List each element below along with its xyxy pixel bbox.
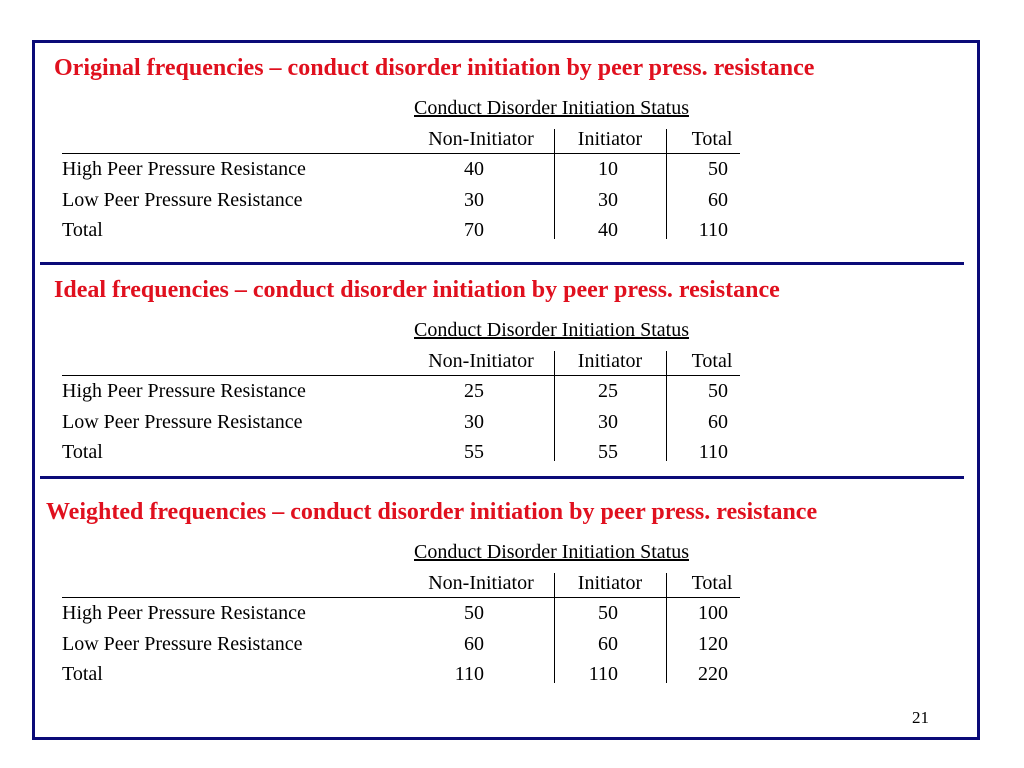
table-cell: 110 — [588, 663, 618, 685]
table-cell: 60 — [708, 189, 728, 211]
section-separator — [40, 262, 964, 265]
status-header: Conduct Disorder Initiation Status — [414, 541, 689, 563]
row-label: Low Peer Pressure Resistance — [62, 411, 303, 433]
table-cell: 30 — [464, 411, 484, 433]
table-header-rule — [62, 597, 740, 598]
row-label: High Peer Pressure Resistance — [62, 158, 306, 180]
column-divider — [554, 351, 555, 461]
row-label: Total — [62, 219, 103, 241]
table-cell: 30 — [464, 189, 484, 211]
column-divider — [666, 351, 667, 461]
column-header-initiator: Initiator — [577, 572, 643, 594]
row-label: Total — [62, 441, 103, 463]
column-divider — [666, 573, 667, 683]
column-header-initiator: Initiator — [577, 350, 643, 372]
table-cell: 110 — [454, 663, 484, 685]
table-cell: 30 — [598, 411, 618, 433]
table-cell: 110 — [698, 441, 728, 463]
table-cell: 50 — [708, 158, 728, 180]
column-divider — [666, 129, 667, 239]
table-cell: 10 — [598, 158, 618, 180]
column-header-total: Total — [691, 350, 733, 372]
section-title: Weighted frequencies – conduct disorder … — [46, 499, 818, 525]
table-cell: 70 — [464, 219, 484, 241]
section-title: Ideal frequencies – conduct disorder ini… — [54, 277, 780, 303]
column-header-non-initiator: Non-Initiator — [428, 128, 534, 150]
row-label: High Peer Pressure Resistance — [62, 380, 306, 402]
column-divider — [554, 129, 555, 239]
table-cell: 55 — [464, 441, 484, 463]
table-cell: 40 — [598, 219, 618, 241]
table-cell: 25 — [598, 380, 618, 402]
table-cell: 110 — [698, 219, 728, 241]
section-title: Original frequencies – conduct disorder … — [54, 55, 815, 81]
table-cell: 60 — [464, 633, 484, 655]
table-header-rule — [62, 153, 740, 154]
table-cell: 60 — [598, 633, 618, 655]
column-header-initiator: Initiator — [577, 128, 643, 150]
table-cell: 220 — [698, 663, 728, 685]
section-separator — [40, 476, 964, 479]
page-number: 21 — [912, 708, 929, 727]
column-header-total: Total — [691, 128, 733, 150]
table-cell: 30 — [598, 189, 618, 211]
column-header-total: Total — [691, 572, 733, 594]
row-label: Low Peer Pressure Resistance — [62, 189, 303, 211]
table-cell: 50 — [464, 602, 484, 624]
table-cell: 50 — [598, 602, 618, 624]
column-header-non-initiator: Non-Initiator — [428, 572, 534, 594]
table-cell: 120 — [698, 633, 728, 655]
column-header-non-initiator: Non-Initiator — [428, 350, 534, 372]
table-cell: 40 — [464, 158, 484, 180]
status-header: Conduct Disorder Initiation Status — [414, 319, 689, 341]
column-divider — [554, 573, 555, 683]
table-cell: 50 — [708, 380, 728, 402]
table-cell: 25 — [464, 380, 484, 402]
table-cell: 60 — [708, 411, 728, 433]
table-cell: 100 — [698, 602, 728, 624]
row-label: Low Peer Pressure Resistance — [62, 633, 303, 655]
table-cell: 55 — [598, 441, 618, 463]
table-header-rule — [62, 375, 740, 376]
status-header: Conduct Disorder Initiation Status — [414, 97, 689, 119]
slide-frame — [32, 40, 980, 740]
row-label: High Peer Pressure Resistance — [62, 602, 306, 624]
row-label: Total — [62, 663, 103, 685]
